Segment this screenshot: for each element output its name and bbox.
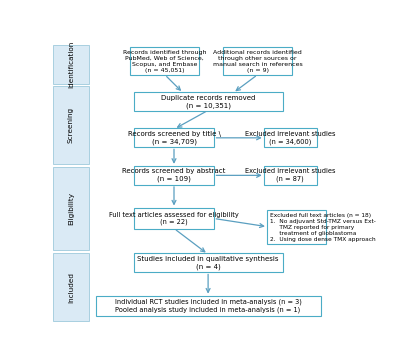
FancyBboxPatch shape [134,166,214,185]
Text: Excluded irrelevant studies
(n = 87): Excluded irrelevant studies (n = 87) [245,169,336,182]
Text: Excluded irrelevant studies
(n = 34,600): Excluded irrelevant studies (n = 34,600) [245,131,336,145]
FancyBboxPatch shape [224,47,292,75]
Text: Additional records identified
through other sources or
manual search in referenc: Additional records identified through ot… [213,50,302,73]
Text: Records screened by title \
(n = 34,709): Records screened by title \ (n = 34,709) [128,131,220,145]
Text: Identification: Identification [68,40,74,88]
FancyBboxPatch shape [96,296,321,316]
Text: Records identified through
PubMed, Web of Science,
Scopus, and Embase
(n = 45,05: Records identified through PubMed, Web o… [123,50,206,73]
FancyBboxPatch shape [53,253,89,321]
FancyBboxPatch shape [134,92,283,111]
Text: Duplicate records removed
(n = 10,351): Duplicate records removed (n = 10,351) [161,95,255,109]
Text: Studies included in qualitative synthesis
(n = 4): Studies included in qualitative synthesi… [137,256,279,270]
Text: Excluded full text articles (n = 18)
1.  No adjuvant Std-TMZ versus Ext-
     TM: Excluded full text articles (n = 18) 1. … [270,213,376,242]
FancyBboxPatch shape [53,167,89,251]
FancyBboxPatch shape [134,208,214,229]
Text: Full text articles assessed for eligibility
(n = 22): Full text articles assessed for eligibil… [109,212,239,225]
Text: Included: Included [68,272,74,303]
FancyBboxPatch shape [130,47,199,75]
FancyBboxPatch shape [267,210,326,244]
Text: Individual RCT studies included in meta-analysis (n = 3)
Pooled analysis study i: Individual RCT studies included in meta-… [115,299,302,313]
FancyBboxPatch shape [53,86,89,164]
FancyBboxPatch shape [264,129,317,147]
Text: Records screened by abstract
(n = 109): Records screened by abstract (n = 109) [122,169,226,182]
Text: Screening: Screening [68,107,74,143]
Text: Eligibility: Eligibility [68,192,74,225]
FancyBboxPatch shape [134,253,283,272]
FancyBboxPatch shape [264,166,317,185]
FancyBboxPatch shape [53,45,89,84]
FancyBboxPatch shape [134,129,214,147]
